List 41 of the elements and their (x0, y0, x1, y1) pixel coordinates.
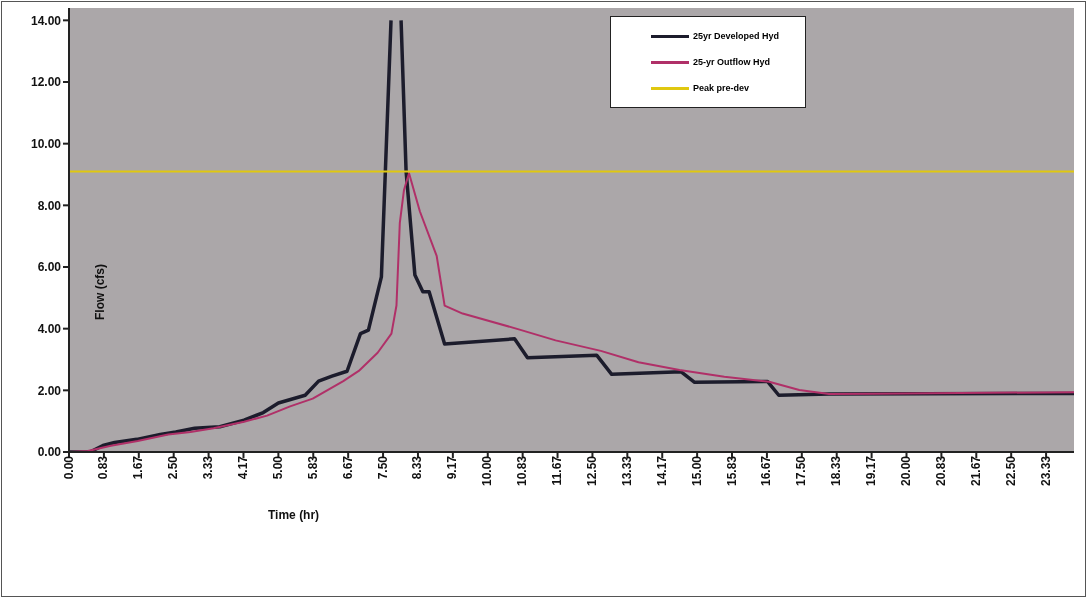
x-tick-label: 20.00 (899, 455, 914, 487)
x-tick-label: 8.33 (410, 455, 425, 480)
x-tick-label: 9.17 (445, 455, 460, 480)
legend-label: 25-yr Outflow Hyd (693, 57, 771, 67)
y-tick-label: 12.00 (30, 75, 62, 90)
x-tick-label: 5.00 (270, 455, 285, 480)
x-tick-label: 17.50 (794, 455, 809, 487)
x-tick-label: 11.67 (550, 455, 565, 486)
x-tick-label: 6.67 (340, 455, 355, 480)
x-tick-label: 20.83 (933, 455, 948, 487)
x-tick-label: 22.50 (1003, 455, 1018, 487)
x-tick-label: 10.00 (480, 455, 495, 487)
x-tick-label: 14.17 (654, 455, 669, 487)
x-tick-label: 7.50 (375, 455, 390, 480)
y-tick-label: 0.00 (37, 445, 62, 460)
x-axis-title: Time (hr) (268, 508, 320, 522)
y-tick-label: 10.00 (30, 136, 62, 151)
y-tick-label: 4.00 (37, 321, 62, 336)
x-tick-label: 19.17 (864, 455, 879, 487)
x-tick-label: 10.83 (515, 455, 530, 487)
y-tick-label: 6.00 (37, 260, 62, 275)
x-tick-label: 2.50 (166, 455, 181, 480)
x-tick-label: 21.67 (968, 455, 983, 487)
x-tick-label: 13.33 (619, 455, 634, 487)
y-tick-label: 14.00 (30, 13, 62, 28)
x-tick-label: 0.83 (96, 455, 111, 480)
y-tick-label: 2.00 (37, 383, 62, 398)
y-tick-label: 8.00 (37, 198, 62, 213)
x-tick-label: 18.33 (829, 455, 844, 487)
y-axis-title: Flow (cfs) (93, 264, 107, 320)
x-tick-label: 16.67 (759, 455, 774, 487)
x-tick-label: 15.00 (689, 455, 704, 487)
x-tick-label: 1.67 (131, 455, 146, 480)
x-tick-label: 3.33 (201, 455, 216, 480)
x-tick-label: 15.83 (724, 455, 739, 487)
x-tick-label: 23.33 (1038, 455, 1053, 487)
x-tick-label: 12.50 (584, 455, 599, 487)
legend-label: 25yr Developed Hyd (693, 31, 780, 41)
x-tick-label: 5.83 (305, 455, 320, 480)
legend-label: Peak pre-dev (693, 83, 750, 93)
x-tick-label: 4.17 (236, 455, 250, 480)
